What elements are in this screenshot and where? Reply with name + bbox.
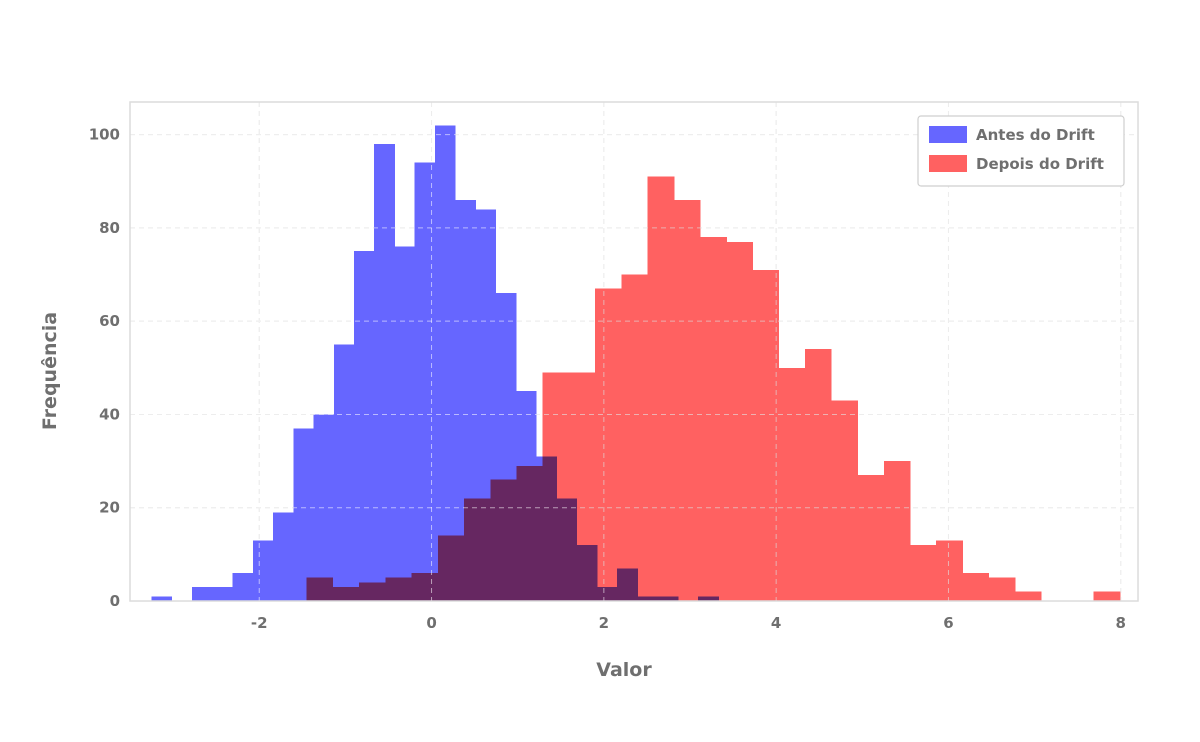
bar-depois bbox=[490, 479, 517, 601]
x-tick-label: 4 bbox=[771, 614, 781, 632]
bar-antes bbox=[414, 162, 436, 602]
bar-depois bbox=[516, 465, 544, 601]
bar-depois bbox=[673, 199, 701, 602]
legend-label-antes: Antes do Drift bbox=[976, 126, 1095, 144]
bar-antes bbox=[192, 587, 213, 601]
y-tick-label: 20 bbox=[99, 499, 120, 517]
legend-label-depois: Depois do Drift bbox=[976, 155, 1104, 173]
bar-depois bbox=[568, 372, 596, 601]
bar-depois bbox=[332, 587, 360, 601]
bar-antes bbox=[273, 512, 294, 601]
bar-depois bbox=[1014, 591, 1042, 601]
bar-depois bbox=[831, 400, 858, 601]
y-tick-labels: 0 20 40 60 80 100 bbox=[89, 126, 120, 610]
legend: Antes do Drift Depois do Drift bbox=[917, 115, 1125, 187]
bar-antes bbox=[394, 246, 416, 601]
bar-depois bbox=[778, 367, 806, 601]
bar-antes bbox=[354, 251, 375, 601]
y-tick-label: 40 bbox=[99, 405, 120, 423]
x-axis-title: Valor bbox=[596, 659, 652, 681]
bar-depois bbox=[411, 573, 439, 601]
bar-depois bbox=[1093, 591, 1121, 601]
bar-depois bbox=[542, 372, 570, 601]
y-tick-label: 0 bbox=[110, 592, 120, 610]
plot-border bbox=[129, 101, 1139, 602]
bar-depois bbox=[621, 274, 649, 601]
x-tick-label: 2 bbox=[599, 614, 609, 632]
bar-antes bbox=[232, 573, 254, 601]
bar-antes bbox=[374, 143, 395, 601]
bar-antes bbox=[293, 428, 314, 601]
bar-depois bbox=[726, 241, 753, 601]
bar-antes bbox=[333, 344, 355, 601]
bar-antes bbox=[434, 125, 456, 602]
series-depois-bars bbox=[306, 176, 1121, 602]
bar-antes bbox=[252, 540, 274, 601]
bar-depois bbox=[988, 577, 1016, 601]
y-axis-title: Frequência bbox=[39, 312, 61, 430]
bar-depois bbox=[359, 582, 386, 601]
bar-depois bbox=[595, 288, 622, 601]
bar-depois bbox=[883, 461, 911, 601]
y-tick-label: 100 bbox=[89, 126, 120, 144]
legend-swatch-antes bbox=[929, 126, 967, 143]
x-tick-labels: -2 0 2 4 6 8 bbox=[251, 614, 1126, 632]
bar-depois bbox=[385, 577, 412, 601]
y-tick-label: 60 bbox=[99, 312, 120, 330]
x-tick-label: -2 bbox=[251, 614, 268, 632]
bar-depois bbox=[909, 545, 937, 601]
bar-depois bbox=[437, 535, 465, 601]
bar-depois bbox=[306, 577, 334, 601]
plot-frame bbox=[129, 101, 1139, 602]
bar-depois bbox=[857, 475, 885, 601]
bar-depois bbox=[464, 498, 491, 601]
bar-depois bbox=[962, 573, 990, 601]
y-tick-label: 80 bbox=[99, 219, 120, 237]
legend-swatch-depois bbox=[929, 155, 967, 172]
x-tick-label: 0 bbox=[426, 614, 436, 632]
bar-depois bbox=[936, 540, 963, 601]
bar-antes bbox=[151, 596, 173, 601]
bar-antes bbox=[212, 587, 233, 601]
bar-depois bbox=[752, 269, 780, 601]
x-tick-label: 6 bbox=[943, 614, 953, 632]
bar-depois bbox=[647, 176, 675, 601]
bar-depois bbox=[805, 349, 832, 601]
x-tick-label: 8 bbox=[1116, 614, 1126, 632]
bar-depois bbox=[700, 237, 727, 602]
legend-box bbox=[917, 115, 1125, 187]
